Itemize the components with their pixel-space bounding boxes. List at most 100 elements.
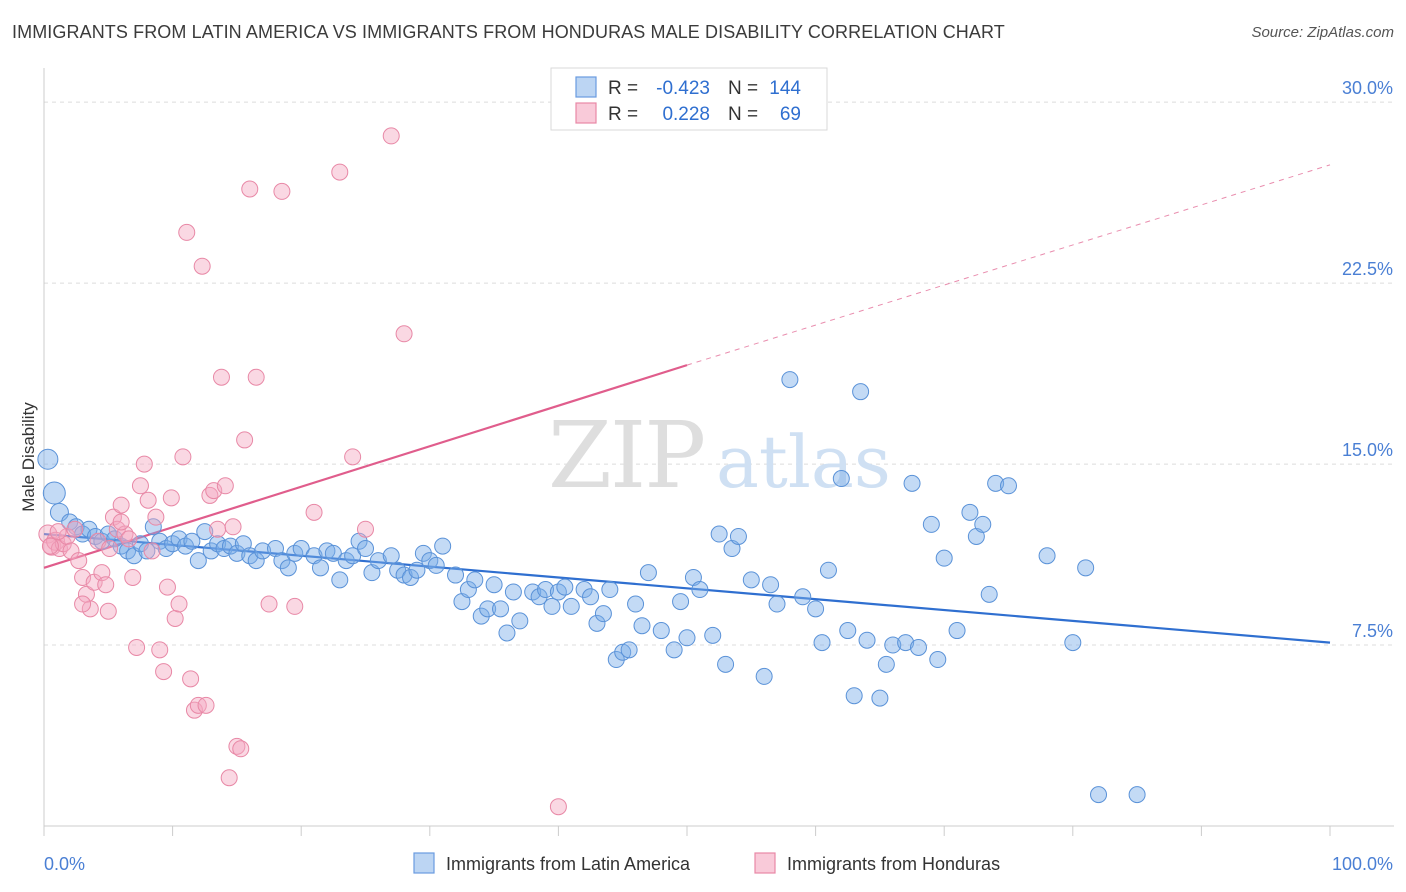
legend-label-latin-america[interactable]: Immigrants from Latin America bbox=[446, 854, 691, 874]
point-latin-america bbox=[627, 595, 645, 613]
point-latin-america bbox=[138, 542, 156, 560]
stats-n-value-honduras: 69 bbox=[780, 104, 801, 125]
point-latin-america bbox=[980, 585, 998, 603]
point-latin-america bbox=[247, 552, 265, 570]
point-latin-america bbox=[395, 566, 413, 584]
y-tick-label: 22.5% bbox=[1342, 259, 1393, 279]
point-honduras bbox=[97, 576, 115, 594]
point-honduras bbox=[260, 595, 278, 613]
point-latin-america bbox=[1038, 547, 1056, 565]
point-honduras bbox=[112, 513, 130, 531]
legend-swatch-latin-america[interactable] bbox=[413, 852, 435, 874]
point-latin-america bbox=[691, 581, 709, 599]
point-honduras bbox=[344, 448, 362, 466]
stats-box: R = -0.423 N = 144 R = 0.228 N = 69 bbox=[550, 67, 828, 131]
point-latin-america bbox=[324, 544, 342, 562]
point-honduras bbox=[241, 180, 259, 198]
point-latin-america bbox=[202, 542, 220, 560]
point-latin-america bbox=[839, 622, 857, 640]
point-latin-america bbox=[1128, 786, 1146, 804]
point-honduras bbox=[49, 523, 67, 541]
stats-r-label-honduras: R = bbox=[608, 104, 638, 125]
x-tick-label: 100.0% bbox=[1332, 854, 1393, 874]
point-latin-america bbox=[582, 588, 600, 606]
point-honduras bbox=[209, 520, 227, 538]
point-honduras bbox=[247, 368, 265, 386]
point-honduras bbox=[151, 641, 169, 659]
point-latin-america bbox=[170, 530, 188, 548]
chart-title: IMMIGRANTS FROM LATIN AMERICA VS IMMIGRA… bbox=[12, 22, 1005, 42]
point-latin-america bbox=[813, 634, 831, 652]
point-honduras bbox=[193, 257, 211, 275]
point-honduras bbox=[331, 163, 349, 181]
legend-label-honduras[interactable]: Immigrants from Honduras bbox=[787, 854, 1000, 874]
trend-line-latin-america bbox=[43, 532, 1331, 644]
point-latin-america bbox=[434, 537, 452, 555]
point-latin-america bbox=[607, 651, 625, 669]
point-honduras bbox=[174, 448, 192, 466]
point-latin-america bbox=[871, 689, 889, 707]
point-latin-america bbox=[704, 626, 722, 644]
point-latin-america bbox=[781, 371, 799, 389]
point-honduras bbox=[170, 595, 188, 613]
point-latin-america bbox=[331, 571, 349, 589]
point-latin-america bbox=[710, 525, 728, 543]
stats-swatch-honduras bbox=[575, 102, 597, 124]
point-honduras bbox=[382, 127, 400, 145]
point-latin-america bbox=[877, 655, 895, 673]
point-latin-america bbox=[344, 547, 362, 565]
point-honduras bbox=[286, 597, 304, 615]
point-latin-america bbox=[633, 617, 651, 635]
series-latin-america bbox=[37, 371, 1146, 804]
point-latin-america bbox=[575, 581, 593, 599]
point-latin-america bbox=[1090, 786, 1108, 804]
point-latin-america bbox=[903, 474, 921, 492]
point-latin-america bbox=[279, 559, 297, 577]
point-latin-america bbox=[479, 600, 497, 618]
series-honduras bbox=[38, 127, 567, 816]
point-latin-america bbox=[588, 614, 606, 632]
point-latin-america bbox=[819, 561, 837, 579]
point-honduras bbox=[197, 696, 215, 714]
point-honduras bbox=[131, 477, 149, 495]
point-latin-america bbox=[665, 641, 683, 659]
point-honduras bbox=[128, 638, 146, 656]
point-latin-america bbox=[1077, 559, 1095, 577]
y-tick-label: 7.5% bbox=[1352, 621, 1393, 641]
point-honduras bbox=[41, 537, 59, 555]
axes bbox=[43, 68, 1394, 836]
point-latin-america bbox=[852, 383, 870, 401]
point-latin-america bbox=[929, 651, 947, 669]
point-latin-america bbox=[909, 638, 927, 656]
point-latin-america bbox=[273, 552, 291, 570]
point-latin-america bbox=[858, 631, 876, 649]
point-latin-america bbox=[427, 556, 445, 574]
point-latin-america bbox=[974, 515, 992, 533]
point-latin-america bbox=[742, 571, 760, 589]
point-latin-america bbox=[1000, 477, 1017, 495]
point-honduras bbox=[143, 542, 161, 560]
point-latin-america bbox=[504, 583, 522, 601]
point-latin-america bbox=[144, 518, 162, 536]
point-latin-america bbox=[807, 600, 825, 618]
point-latin-america bbox=[318, 542, 336, 560]
point-latin-america bbox=[755, 667, 773, 685]
point-honduras bbox=[135, 455, 153, 473]
point-latin-america bbox=[382, 547, 400, 565]
point-latin-america bbox=[254, 542, 272, 560]
legend-swatch-honduras[interactable] bbox=[754, 852, 776, 874]
point-latin-america bbox=[620, 641, 638, 659]
point-latin-america bbox=[42, 481, 66, 505]
point-latin-america bbox=[935, 549, 953, 567]
y-tick-label: 15.0% bbox=[1342, 440, 1393, 460]
stats-n-label-latin-america: N = bbox=[728, 78, 758, 99]
point-latin-america bbox=[530, 588, 548, 606]
watermark: ZIP atlas bbox=[548, 402, 891, 509]
point-latin-america bbox=[369, 552, 387, 570]
point-latin-america bbox=[357, 540, 374, 558]
point-latin-america bbox=[492, 600, 510, 618]
point-latin-america bbox=[543, 597, 561, 615]
point-honduras bbox=[139, 491, 157, 509]
point-honduras bbox=[120, 530, 138, 548]
